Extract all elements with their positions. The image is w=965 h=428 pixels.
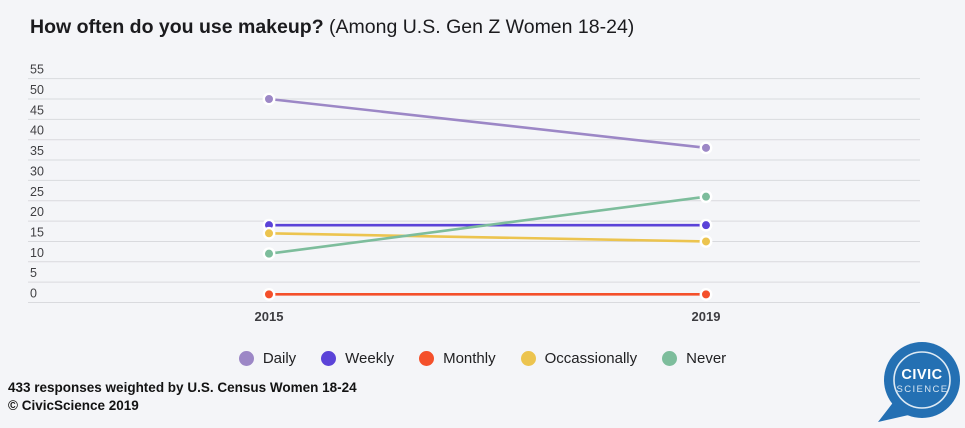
y-tick-label: 15	[30, 225, 44, 239]
x-tick-label-2015: 2015	[254, 309, 284, 324]
data-point-monthly-2019	[699, 287, 713, 301]
legend-item-never: Never	[662, 350, 726, 367]
legend-label-weekly: Weekly	[345, 350, 395, 367]
legend-label-daily: Daily	[262, 350, 297, 367]
y-tick-label: 55	[30, 63, 44, 77]
y-tick-label: 30	[30, 164, 44, 178]
y-tick-label: 0	[30, 287, 37, 301]
chart-title-question: How often do you use makeup?	[30, 16, 324, 38]
legend-dot-daily	[238, 351, 254, 366]
data-point-weekly-2019	[699, 218, 713, 232]
legend-dot-never	[662, 351, 678, 366]
y-tick-label: 50	[30, 83, 44, 97]
legend-dot-weekly	[321, 351, 337, 366]
chart-title: How often do you use makeup? (Among U.S.…	[30, 16, 634, 39]
footer-responses-line: 433 responses weighted by U.S. Census Wo…	[8, 380, 357, 395]
data-point-never-2015	[262, 247, 276, 261]
series-line-occassionally	[267, 232, 708, 243]
chart-title-audience: (Among U.S. Gen Z Women 18-24)	[323, 16, 635, 38]
logo-text-science: SCIENCE	[896, 384, 948, 395]
civicscience-logo: CIVIC SCIENCE	[878, 342, 960, 422]
legend-label-monthly: Monthly	[443, 350, 496, 367]
y-tick-label: 40	[30, 124, 44, 138]
y-tick-label: 5	[30, 266, 37, 280]
data-point-daily-2015	[262, 92, 276, 106]
logo-text-civic: CIVIC	[901, 367, 942, 383]
data-point-daily-2019	[699, 141, 713, 155]
logo-ring	[893, 351, 951, 409]
legend-dot-occassionally	[520, 351, 536, 366]
y-tick-label: 20	[30, 205, 44, 219]
x-tick-label-2019: 2019	[691, 309, 721, 324]
logo-bubble	[884, 342, 960, 418]
legend: Daily Weekly Monthly Occassionally Never	[0, 350, 965, 367]
data-point-monthly-2015	[262, 287, 276, 301]
y-tick-label: 25	[30, 185, 44, 199]
legend-item-occassionally: Occassionally	[520, 350, 638, 367]
footer-note: 433 responses weighted by U.S. Census Wo…	[8, 379, 357, 415]
footer-copyright-line: © CivicScience 2019	[8, 397, 139, 413]
legend-label-never: Never	[686, 350, 727, 367]
data-point-never-2019	[699, 190, 713, 204]
y-tick-label: 35	[30, 144, 44, 158]
logo-bubble-tail	[878, 400, 913, 422]
legend-item-daily: Daily	[238, 350, 297, 367]
legend-item-weekly: Weekly	[321, 350, 394, 367]
legend-dot-monthly	[419, 351, 435, 366]
series-line-daily	[267, 97, 708, 150]
y-tick-label: 45	[30, 103, 44, 117]
data-point-occassionally-2019	[699, 235, 713, 248]
data-point-occassionally-2015	[262, 226, 276, 240]
legend-item-monthly: Monthly	[419, 350, 496, 367]
series-line-never	[267, 195, 708, 255]
y-tick-label: 10	[30, 246, 44, 260]
legend-label-occassionally: Occassionally	[544, 350, 638, 367]
